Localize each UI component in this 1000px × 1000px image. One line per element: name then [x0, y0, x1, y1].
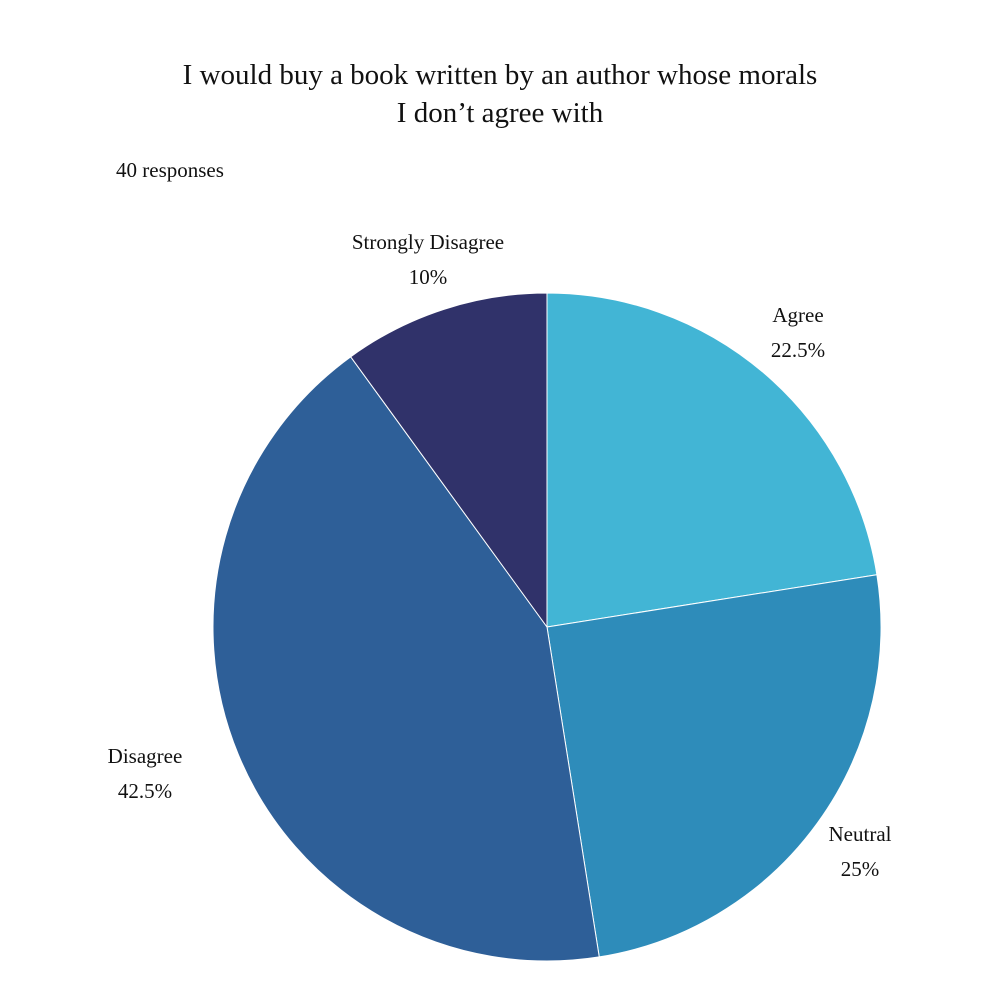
slice-percent-neutral: 25% — [841, 857, 880, 881]
slice-label-disagree: Disagree — [108, 744, 183, 768]
chart-title-line-2: I don’t agree with — [396, 97, 604, 129]
chart-title: I would buy a book written by an author … — [0, 56, 1000, 132]
slice-label-neutral: Neutral — [829, 822, 892, 846]
slice-percent-strongly-disagree: 10% — [409, 265, 448, 289]
chart-title-line-1: I would buy a book written by an author … — [182, 59, 818, 91]
slice-label-agree: Agree — [772, 303, 823, 327]
slice-label-strongly-disagree: Strongly Disagree — [352, 230, 504, 254]
slice-percent-agree: 22.5% — [771, 338, 825, 362]
pie-slice-neutral — [546, 574, 882, 958]
pie-slices — [212, 292, 882, 962]
slice-percent-disagree: 42.5% — [118, 779, 172, 803]
pie-slice-strongly-disagree — [349, 292, 548, 629]
pie-slice-agree — [546, 292, 878, 628]
pie-slice-disagree — [212, 356, 600, 962]
response-count: 40 responses — [116, 158, 224, 182]
pie-labels: Agree 22.5% Neutral 25% Disagree 42.5% Strongl… — [108, 230, 892, 881]
